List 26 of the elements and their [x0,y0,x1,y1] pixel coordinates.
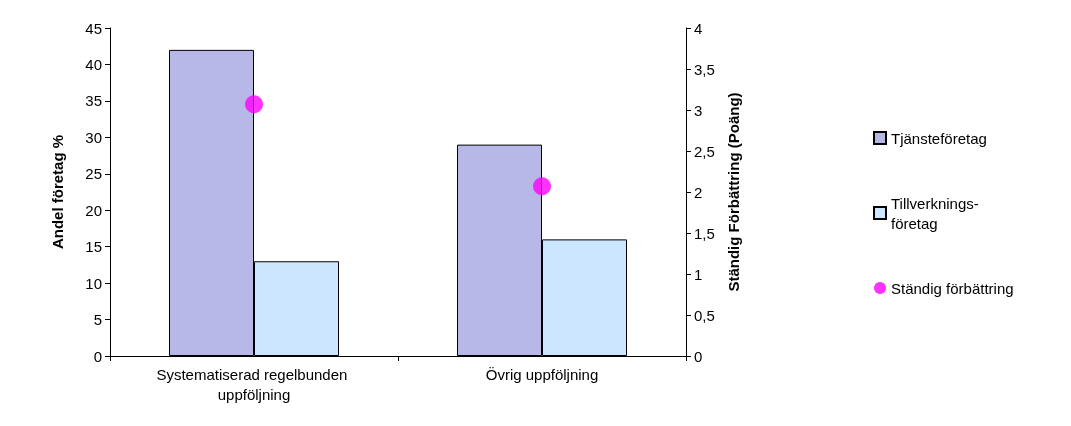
y-tick-label: 40 [85,55,102,73]
y2-tick-label: 3 [694,101,703,119]
y2-tick-label: 4 [694,19,703,37]
y2-tick-label: 2,5 [694,142,715,160]
y-tick-label: 15 [85,238,102,256]
y-tick-label: 10 [85,274,102,292]
legend-label: Tjänsteföretag [891,129,987,147]
y2-tick-label: 0,5 [694,306,715,324]
y-tick-label: 0 [93,347,102,365]
y-tick-label: 30 [85,128,102,146]
legend-label: Ständig förbättring [891,279,1014,297]
x-tick-label: Övrig uppföljning [485,365,599,383]
y-tick-label: 35 [85,92,102,110]
y2-tick-label: 1,5 [694,224,715,242]
y-tick-label: 5 [93,311,102,329]
y-axis-title: Andel företag % [49,134,66,250]
y2-tick-label: 2 [694,183,703,201]
x-tick-label: Systematiserad regelbunden uppföljning [156,365,352,403]
y-tick-label: 20 [85,201,102,219]
y-tick-label: 45 [85,19,102,37]
y2-axis-title: Ständig Förbättring (Poäng) [725,92,742,292]
y-tick-label: 25 [85,165,102,183]
y2-tick-label: 1 [694,265,703,283]
y2-tick-label: 3,5 [694,60,715,78]
y2-tick-label: 0 [694,347,703,365]
legend-label: Tillverknings-företag [891,194,979,232]
